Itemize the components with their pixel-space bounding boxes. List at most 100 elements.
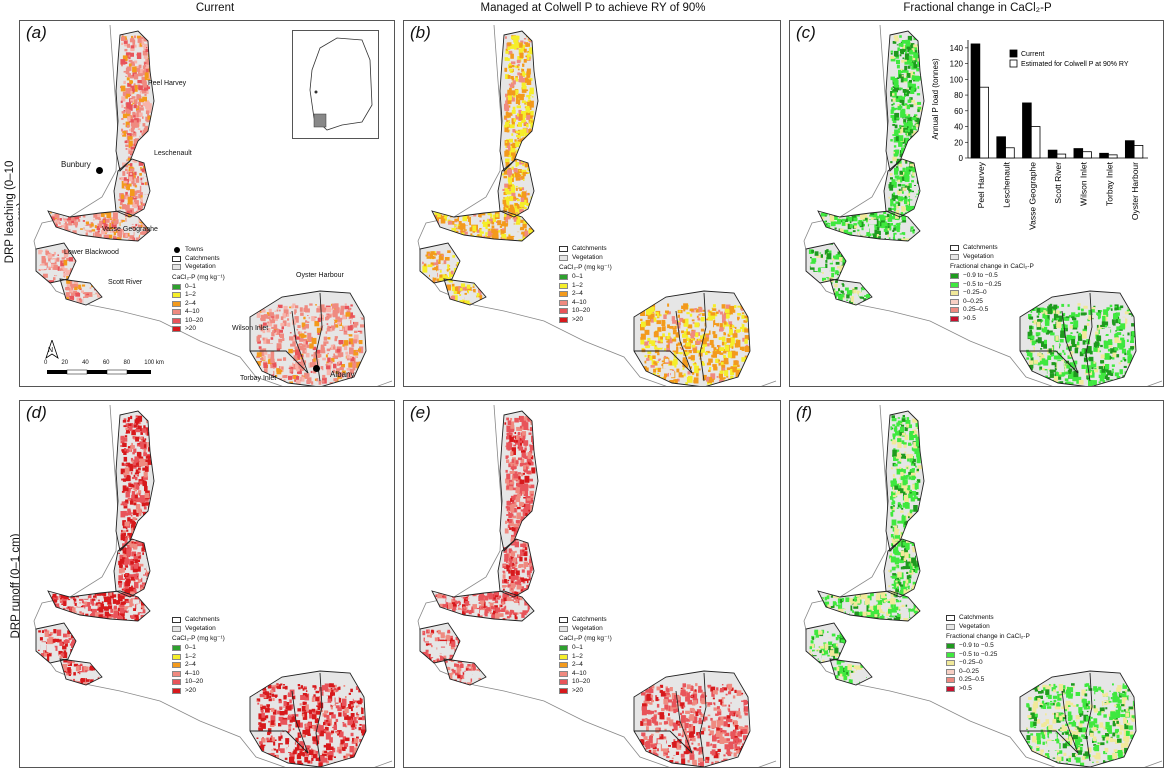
cacl2-class-2: 2–4 bbox=[559, 290, 612, 299]
legend-swatch bbox=[559, 687, 568, 694]
legend-swatch bbox=[559, 282, 568, 289]
y-tick-label: 80 bbox=[954, 91, 963, 100]
legend-swatch bbox=[172, 300, 181, 307]
panel-f: (f) bbox=[789, 400, 1164, 768]
frac-class-5: >0.5 bbox=[950, 315, 1034, 324]
legend-swatch bbox=[950, 290, 959, 297]
cacl2-class-4: 10–20 bbox=[172, 317, 225, 326]
frac-class-0: −0.9 to −0.5 bbox=[946, 642, 1030, 651]
panel-label-f: (f) bbox=[796, 403, 813, 422]
frac-class-2: −0.25–0 bbox=[950, 289, 1034, 298]
legend-catchments-swatch bbox=[172, 255, 181, 262]
panel-label-d: (d) bbox=[26, 403, 47, 422]
x-tick-label: Peel Harvey bbox=[976, 161, 986, 208]
legend-swatch bbox=[559, 679, 568, 686]
town-bunbury-marker bbox=[96, 167, 103, 174]
legend-swatch bbox=[950, 315, 959, 322]
legend-e: Catchments Vegetation CaCl₂-P (mg kg⁻¹) … bbox=[559, 616, 612, 694]
bar-1-3 bbox=[1056, 153, 1067, 159]
scale-bar: N bbox=[45, 340, 151, 375]
frac-class-1: −0.5 to −0.25 bbox=[946, 651, 1030, 660]
frac-class-3: 0–0.25 bbox=[950, 298, 1034, 307]
cacl2-class-5: >20 bbox=[172, 687, 225, 696]
legend-c: Catchments Vegetation Fractional change … bbox=[950, 244, 1034, 324]
legend-swatch bbox=[950, 307, 959, 314]
legend-swatch bbox=[172, 662, 181, 669]
cacl2-class-2: 2–4 bbox=[172, 300, 225, 309]
legend-swatch bbox=[172, 687, 181, 694]
legend-label-0: Current bbox=[1021, 51, 1044, 58]
legend-swatch bbox=[946, 651, 955, 658]
map-pa bbox=[33, 24, 393, 386]
x-tick-label: Wilson Inlet bbox=[1079, 161, 1089, 206]
scale-bar-ticks: 0 20 40 60 80 100 km bbox=[44, 360, 164, 366]
legend-swatch bbox=[946, 685, 955, 692]
cacl2-class-1: 1–2 bbox=[172, 653, 225, 662]
map-pc bbox=[803, 24, 1163, 386]
x-tick-label: Leschenault bbox=[1002, 161, 1012, 207]
cacl2-class-3: 4–10 bbox=[559, 670, 612, 679]
label-peel-harvey: Peel Harvey bbox=[148, 80, 187, 87]
cacl2-class-1: 1–2 bbox=[559, 653, 612, 662]
y-tick-label: 0 bbox=[959, 154, 964, 163]
y-tick-label: 40 bbox=[954, 123, 963, 132]
x-tick-label: Torbay Inlet bbox=[1104, 161, 1114, 206]
y-tick-label: 140 bbox=[950, 44, 964, 53]
bar-0-6 bbox=[1124, 140, 1135, 159]
map-pf bbox=[803, 404, 1163, 767]
y-tick-label: 100 bbox=[950, 75, 964, 84]
panel-label-b: (b) bbox=[410, 23, 431, 42]
column-title-fractional: Fractional change in CaCl₂-P bbox=[903, 2, 1052, 14]
bar-1-5 bbox=[1107, 154, 1118, 159]
map-pb bbox=[417, 24, 777, 386]
legend-swatch-0 bbox=[1009, 49, 1018, 58]
cacl2-class-3: 4–10 bbox=[172, 308, 225, 317]
frac-class-4: 0.25–0.5 bbox=[950, 306, 1034, 315]
cacl2-class-4: 10–20 bbox=[172, 678, 225, 687]
legend-b: Catchments Vegetation CaCl₂-P (mg kg⁻¹) … bbox=[559, 245, 612, 325]
legend-label-1: Estimated for Colwell P at 90% RY bbox=[1021, 61, 1129, 68]
column-title-current: Current bbox=[195, 2, 235, 14]
cacl2-class-4: 10–20 bbox=[559, 307, 612, 316]
cacl2-class-0: 0–1 bbox=[172, 644, 225, 653]
column-title-managed: Managed at Colwell P to achieve RY of 90… bbox=[480, 2, 706, 14]
legend-swatch bbox=[172, 283, 181, 290]
bar-0-3 bbox=[1047, 149, 1058, 159]
bar-0-0 bbox=[970, 43, 981, 159]
legend-swatch bbox=[950, 273, 959, 280]
legend-swatch bbox=[172, 326, 181, 333]
bar-1-4 bbox=[1082, 151, 1092, 159]
panel-d: (d) bbox=[19, 400, 395, 768]
bar-1-6 bbox=[1133, 145, 1144, 159]
town-albany-marker bbox=[313, 365, 320, 372]
x-tick-label: Scott River bbox=[1053, 162, 1063, 204]
legend-towns-swatch bbox=[174, 247, 180, 254]
label-bunbury: Bunbury bbox=[61, 160, 91, 169]
legend-swatch bbox=[946, 660, 955, 667]
legend-swatch bbox=[559, 308, 568, 315]
legend-vegetation-swatch bbox=[172, 264, 181, 271]
y-axis-label: Annual P load (tonnes) bbox=[931, 58, 940, 140]
bar-0-4 bbox=[1073, 148, 1084, 159]
cacl2-class-4: 10–20 bbox=[559, 678, 612, 687]
label-torbay-inlet: Torbay Inlet bbox=[240, 375, 277, 382]
label-lower-blackwood: Lower Blackwood bbox=[64, 249, 119, 256]
legend-swatch bbox=[559, 299, 568, 306]
legend-swatch bbox=[946, 677, 955, 684]
y-tick-label: 60 bbox=[954, 107, 963, 116]
cacl2-class-1: 1–2 bbox=[172, 291, 225, 300]
map-pd bbox=[33, 404, 393, 767]
cacl2-class-0: 0–1 bbox=[172, 283, 225, 292]
label-scott-river: Scott River bbox=[108, 279, 143, 286]
frac-class-2: −0.25–0 bbox=[946, 659, 1030, 668]
legend-swatch bbox=[559, 291, 568, 298]
cacl2-class-5: >20 bbox=[559, 316, 612, 325]
legend-swatch bbox=[950, 281, 959, 288]
panel-e: (e) bbox=[403, 400, 781, 768]
bar-1-0 bbox=[979, 86, 989, 159]
legend-swatch bbox=[172, 317, 181, 324]
label-vasse: Vasse Geographe bbox=[102, 226, 158, 233]
legend-swatch bbox=[946, 643, 955, 650]
legend-swatch bbox=[559, 662, 568, 669]
bar-1-2 bbox=[1030, 126, 1041, 159]
